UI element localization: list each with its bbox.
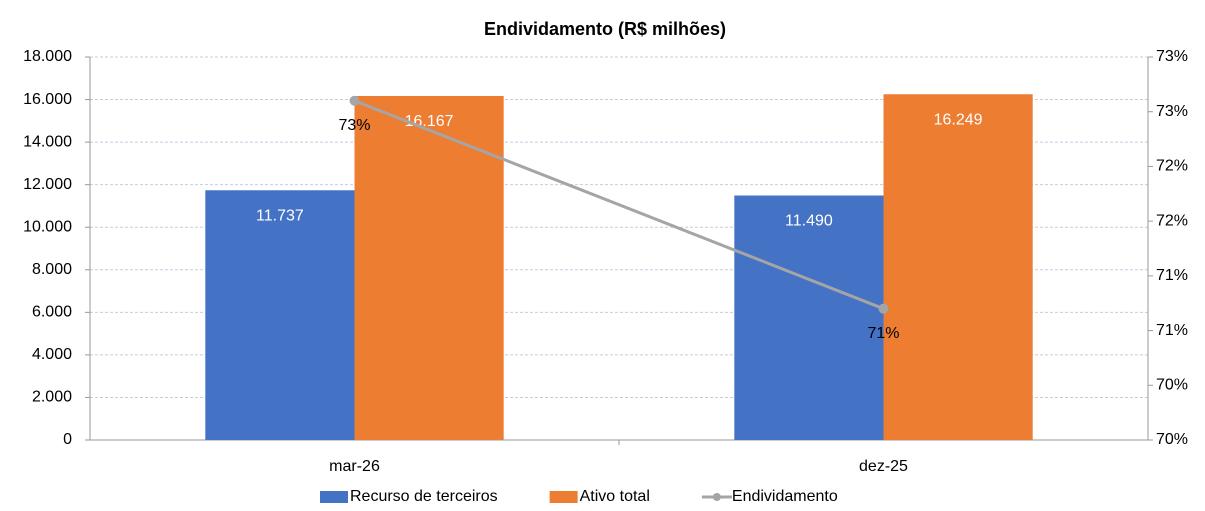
y-tick-label: 10.000 <box>23 218 72 235</box>
chart-title: Endividamento (R$ milhões) <box>484 19 726 39</box>
y2-tick-label: 71% <box>1156 322 1188 339</box>
x-tick-label: mar-26 <box>329 458 380 475</box>
data-label: 73% <box>338 117 370 134</box>
legend-label: Recurso de terceiros <box>350 488 498 505</box>
y2-tick-label: 73% <box>1156 48 1188 65</box>
y-tick-label: 14.000 <box>23 133 72 150</box>
y-tick-label: 12.000 <box>23 176 72 193</box>
y2-tick-label: 70% <box>1156 431 1188 448</box>
y-tick-label: 16.000 <box>23 91 72 108</box>
y-tick-label: 2.000 <box>32 389 72 406</box>
data-label: 71% <box>867 325 899 342</box>
line <box>353 99 885 311</box>
legend-label: Endividamento <box>732 488 838 505</box>
line-point <box>349 95 360 106</box>
y2-tick-label: 71% <box>1156 267 1188 284</box>
bar <box>354 96 504 440</box>
bar <box>734 195 884 440</box>
y-tick-label: 0 <box>63 431 72 448</box>
y-tick-label: 4.000 <box>32 346 72 363</box>
y-tick-label: 18.000 <box>23 48 72 65</box>
legend-label: Ativo total <box>580 488 650 505</box>
legend-swatch <box>320 491 348 503</box>
x-tick-label: dez-25 <box>859 458 908 475</box>
legend-swatch <box>712 493 721 501</box>
y2-tick-label: 72% <box>1156 212 1188 229</box>
y-tick-label: 6.000 <box>32 304 72 321</box>
legend-swatch <box>549 491 578 503</box>
line-point <box>878 303 889 314</box>
data-label: 16.167 <box>405 113 454 130</box>
bar <box>883 94 1033 440</box>
data-label: 11.737 <box>256 207 304 224</box>
y2-tick-label: 72% <box>1156 158 1188 175</box>
data-label: 16.249 <box>934 111 983 128</box>
y2-tick-label: 73% <box>1156 103 1188 120</box>
bar <box>205 190 355 440</box>
y2-tick-label: 70% <box>1156 377 1188 394</box>
data-label: 11.490 <box>785 213 833 230</box>
y-tick-label: 8.000 <box>32 261 72 278</box>
